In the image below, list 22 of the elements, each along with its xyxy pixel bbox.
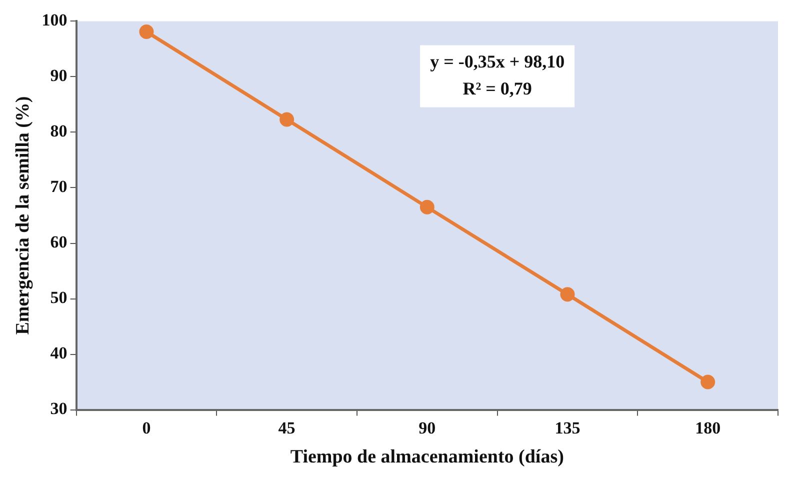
annotation: y = -0,35x + 98,10 [430,51,565,72]
y-tick-label: 90 [50,66,68,86]
x-tick-label: 90 [418,418,436,438]
y-axis-title: Emergencia de la semilla (%) [12,96,34,335]
y-tick-label: 100 [42,10,68,30]
x-axis-title: Tiempo de almacenamiento (días) [290,446,564,468]
point [560,287,575,302]
annotation: R² = 0,79 [462,78,532,98]
y-tick-label: 70 [50,177,68,196]
x-tick-label: 180 [695,418,721,438]
y-tick-label: 50 [50,288,68,308]
y-tick-label: 30 [50,399,68,418]
y-tick-label: 40 [50,344,68,363]
x-tick-label: 135 [554,418,580,438]
x-tick-label: 0 [142,418,151,438]
y-tick-label: 60 [50,232,68,252]
x-tick-label: 45 [278,418,296,438]
point [280,112,294,127]
point [139,24,154,39]
y-tick-label: 80 [50,122,68,141]
point [700,374,716,390]
point [420,200,434,214]
